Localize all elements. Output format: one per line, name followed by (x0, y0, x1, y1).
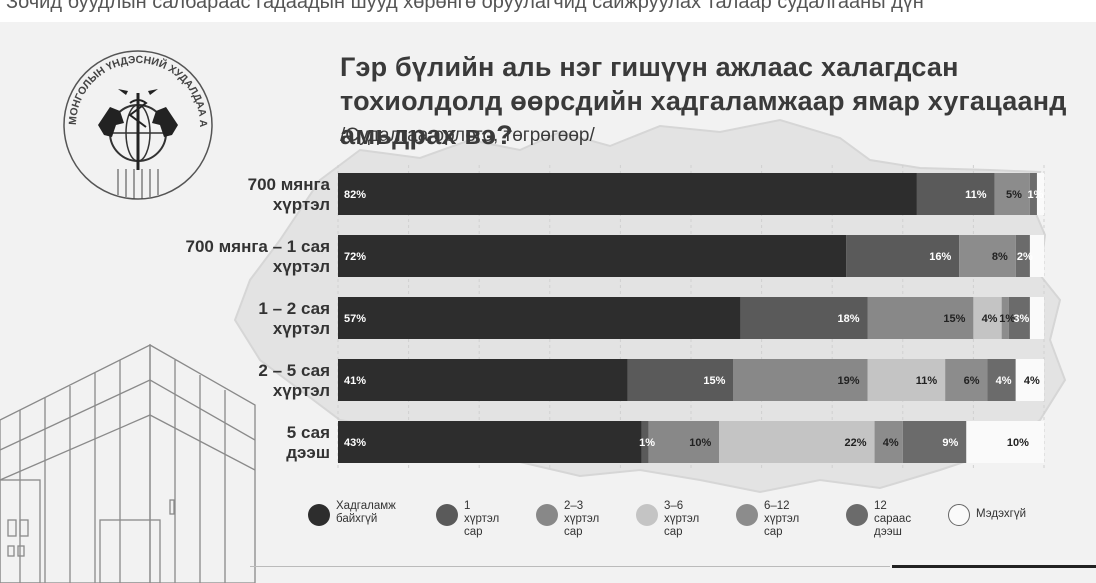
header-strip: Зочид буудлын салбараас гадаадын шууд хө… (0, 0, 1096, 22)
data-label: 1% (1027, 189, 1043, 201)
chart-subtitle: /Судалгаа орлого, төгрөгөөр/ (340, 125, 595, 146)
data-label: 1% (639, 437, 655, 449)
data-label: 15% (943, 313, 965, 325)
bar-segment (994, 173, 1030, 215)
legend-label: 12 сараас дээш (874, 500, 912, 538)
bar-segment (987, 359, 1016, 401)
data-label: 43% (344, 437, 366, 449)
bar-segment (874, 421, 903, 463)
bar-segment (627, 359, 734, 401)
data-label: 8% (992, 251, 1008, 263)
legend-label: 2–3 хүртэл сар (564, 500, 600, 538)
category-label: 700 мянга хүртэл (247, 175, 330, 214)
legend-label: 1 хүртэл сар (464, 500, 500, 538)
bar-segment (867, 297, 974, 339)
data-label: 6% (964, 375, 980, 387)
bar-segment (1029, 173, 1037, 215)
data-label: 9% (942, 437, 958, 449)
legend-label: 6–12 хүртэл сар (764, 500, 800, 538)
bar-segment (916, 173, 995, 215)
footer-rule (250, 566, 890, 567)
legend-swatch (308, 504, 330, 526)
bar-segment (740, 297, 868, 339)
data-label: 4% (982, 313, 998, 325)
chart-title: Гэр бүлийн аль нэг гишүүн ажлаас халагдс… (340, 52, 1067, 150)
data-label: 72% (344, 251, 366, 263)
bar-segment (338, 173, 917, 215)
legend-label: Хадгаламж байхгүй (336, 500, 396, 525)
data-label: 22% (845, 437, 867, 449)
data-label: 3% (1013, 313, 1029, 325)
data-label: 11% (916, 375, 938, 387)
data-label: 4% (996, 375, 1012, 387)
data-label: 1% (999, 313, 1015, 325)
category-label: 5 сая дээш (286, 423, 330, 462)
bar-segment (641, 421, 649, 463)
legend-swatch (536, 504, 558, 526)
data-labels: 82% 11% 5% 1%72% 16% 8% 2%57% 18% 15% 4% 1%3%41% 15… (344, 189, 1044, 449)
legend-swatch (436, 504, 458, 526)
bar-segment (973, 297, 1002, 339)
category-label: 1 – 2 сая хүртэл (258, 299, 330, 338)
bar-segment (338, 421, 642, 463)
header-strip-text: Зочид буудлын салбараас гадаадын шууд хө… (6, 0, 924, 13)
legend-swatch (846, 504, 868, 526)
data-label: 11% (965, 189, 987, 201)
emblem-icon (98, 89, 178, 199)
bar-segment (902, 421, 967, 463)
bar-segment (733, 359, 868, 401)
data-label: 15% (703, 375, 725, 387)
data-label: 4% (1024, 375, 1040, 387)
data-label: 82% (344, 189, 366, 201)
legend-swatch (636, 504, 658, 526)
bar-segment (867, 359, 946, 401)
data-label: 4% (883, 437, 899, 449)
chamber-logo: МОНГОЛЫН ҮНДЭСНИЙ ХУДАЛДАА АЖ ҮЙЛДВЭРИЙН… (58, 45, 213, 200)
data-label: 18% (837, 313, 859, 325)
bar-segment (338, 235, 847, 277)
data-label: 41% (344, 375, 366, 387)
bar-segment (846, 235, 960, 277)
bar-segment (959, 235, 1016, 277)
footer-accent-line (892, 565, 1096, 568)
data-label: 5% (1006, 189, 1022, 201)
data-label: 10% (689, 437, 711, 449)
bar-segment (966, 421, 1037, 463)
category-label: 700 мянга – 1 сая хүртэл (185, 237, 331, 276)
bar-segment (648, 421, 720, 463)
legend: Хадгаламж байхгүй 1 хүртэл сар 2–3 хүртэл … (308, 500, 1096, 544)
legend-swatch (736, 504, 758, 526)
data-label: 10% (1007, 437, 1029, 449)
data-label: 57% (344, 313, 366, 325)
bar-segment (1001, 297, 1009, 339)
category-label: 2 – 5 сая хүртэл (258, 361, 330, 400)
data-label: 19% (837, 375, 859, 387)
legend-swatch (948, 504, 970, 526)
data-label: 2% (1017, 251, 1033, 263)
bars (338, 173, 1044, 463)
bar-segment (1015, 235, 1030, 277)
bar-segment (338, 297, 741, 339)
bar-segment (338, 359, 628, 401)
bar-segment (1008, 297, 1030, 339)
bar-segment (719, 421, 875, 463)
legend-label: Мэдэхгүй (976, 508, 1027, 520)
data-label: 16% (929, 251, 951, 263)
legend-label: 3–6 хүртэл сар (664, 500, 700, 538)
bar-segment (945, 359, 988, 401)
bar-segment (1015, 359, 1044, 401)
